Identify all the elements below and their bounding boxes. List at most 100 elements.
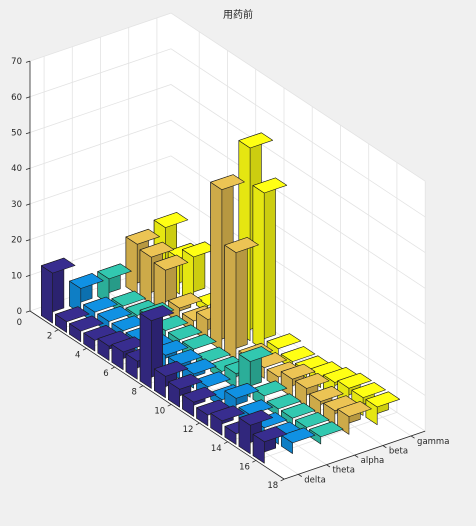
bar [337,401,372,435]
bar-top-face [266,333,302,350]
bar-top-face [224,237,259,253]
bar [40,257,76,324]
bar-top-face [139,241,175,258]
x-tick-mark [252,460,257,463]
bar-top-face [97,305,132,322]
bar-top-face [168,373,203,390]
z-tick-label: 10 [11,271,22,281]
z-tick-mark [25,310,31,313]
bar-top-face [83,296,118,313]
y-tick-mark [326,464,331,468]
x-tick-mark [280,478,285,482]
bar-top-face [196,371,231,388]
y-tick-label: beta [389,447,408,457]
bar-top-face [69,315,104,332]
bar-top-face [168,292,203,309]
bar [69,315,104,343]
bar [365,391,401,426]
bar-top-face [97,263,132,280]
bar-top-face [280,363,316,380]
back-wall [171,13,426,432]
bar-top-face [266,393,302,410]
x-tick-mark [195,422,200,426]
bar-top-face [351,382,386,398]
y-tick-mark [298,473,302,477]
y-tick-label: gamma [417,437,449,447]
bar-top-face [139,305,175,322]
bar-top-face [111,290,146,307]
x-tick-label: 0 [17,318,22,328]
bar-top-face [365,391,401,408]
x-tick-label: 6 [103,369,108,379]
bar-front-face [125,236,138,295]
bar [153,254,189,314]
z-grid-line [29,12,426,182]
bar [83,324,118,352]
x-tick-label: 12 [183,425,194,435]
bar-top-face [210,405,245,422]
bar-top-face [309,385,344,402]
z-tick-label: 30 [11,200,22,210]
bar-top-face [280,346,316,362]
x-grid-line [171,106,313,405]
x-grid-line [255,162,398,461]
bar-top-face [238,399,274,416]
bar-top-face [337,372,372,389]
bar-top-face [168,324,203,341]
bar [224,237,259,361]
z-tick-label: 70 [11,57,22,67]
bar-front-face [210,181,223,351]
x-tick-label: 10 [154,406,165,416]
bar-top-face [182,333,217,350]
bar-top-face [182,386,217,403]
x-tick-mark [139,385,144,388]
bar [323,395,358,426]
z-tick-label: 50 [11,129,22,139]
y-tick-mark [382,445,387,449]
bar-top-face [238,132,274,149]
bar [182,386,217,417]
bar-top-face [238,409,274,426]
bar-top-face [252,380,288,397]
x-tick-label: 4 [75,350,80,360]
bar-top-face [252,426,288,443]
z-tick-mark [25,132,31,135]
x-tick-mark [167,404,172,407]
bar [168,373,203,408]
bar-top-face [294,373,330,389]
z-tick-mark [25,274,31,277]
y-tick-label: theta [332,466,355,476]
tick-labels: 0 10 20 30 40 50 60 70 0 2 4 6 8 10 12 14 16 18 delta theta… [11,57,449,491]
bar-group [40,132,401,464]
z-tick-mark [25,96,31,99]
bar [252,177,288,351]
bar [280,427,316,454]
bar-top-face [238,346,274,362]
bar-top-face [295,412,330,428]
z-tick-label: 20 [11,236,22,246]
bar-front-face [40,265,53,324]
z-tick-label: 40 [11,164,22,174]
bar-top-face [154,360,189,377]
bar-top-face [224,382,260,399]
bar-front-face [252,185,265,351]
bar [280,402,316,426]
y-tick-label: delta [304,475,326,485]
z-tick-mark [25,60,31,63]
x-tick-label: 8 [132,388,137,398]
bar-front-face [139,312,152,389]
bar [55,306,90,333]
y-tick-label: alpha [361,456,385,466]
bar-top-face [55,306,90,323]
y-tick-mark [354,454,359,458]
z-tick-mark [25,167,31,170]
bar-front-face [224,244,237,361]
bar [252,426,288,464]
y-tick-mark [410,435,415,439]
x-tick-label: 18 [267,481,278,491]
bar-top-face [280,427,316,444]
bar [280,363,316,398]
x-tick-mark [54,329,59,332]
z-tick-mark [25,203,31,206]
